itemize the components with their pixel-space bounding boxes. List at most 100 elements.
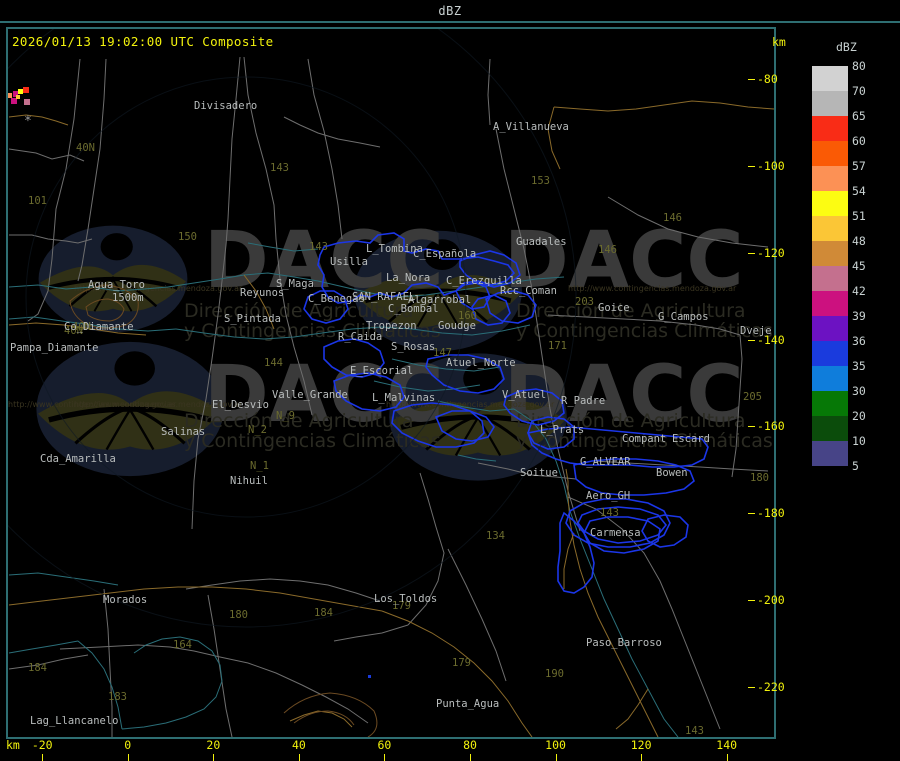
title-divider bbox=[0, 21, 900, 23]
colorbar-swatch bbox=[812, 291, 848, 316]
echo-cell bbox=[24, 99, 30, 105]
place-label: Goice bbox=[598, 302, 630, 314]
place-label: Divisadero bbox=[194, 100, 257, 112]
place-label: Aero_GH bbox=[586, 490, 630, 502]
x-axis-tick-label: 60 bbox=[377, 738, 392, 752]
place-name-labels: DivisaderoA_VillanuevaGuadalesL_TombinaC… bbox=[10, 100, 772, 737]
place-label: G_Campos bbox=[658, 311, 709, 323]
x-axis-tick-label: 40 bbox=[291, 738, 306, 752]
place-label: L_Malvinas bbox=[372, 392, 435, 404]
road-label: 180 bbox=[750, 472, 769, 484]
watermark-logo-text: DACC bbox=[504, 216, 744, 306]
x-axis-tick-label: 120 bbox=[630, 738, 652, 752]
y-axis-tick-label: -80 bbox=[757, 72, 778, 87]
road-label: 147 bbox=[433, 347, 452, 359]
colorbar-swatch bbox=[812, 141, 848, 166]
y-axis-tick bbox=[748, 686, 755, 688]
echo-cell bbox=[23, 87, 29, 93]
colorbar-swatch bbox=[812, 441, 848, 466]
road-label: 101 bbox=[28, 195, 47, 207]
y-axis-tick bbox=[748, 165, 755, 167]
echo-cell bbox=[8, 93, 12, 98]
colorbar-tick-label: 80 bbox=[852, 59, 866, 73]
colorbar-swatch bbox=[812, 391, 848, 416]
road-label: 179 bbox=[392, 600, 411, 612]
place-label: Bowen bbox=[656, 467, 688, 479]
road-label: 143 bbox=[309, 241, 328, 253]
x-axis-tick bbox=[726, 754, 728, 761]
echo-cell bbox=[11, 98, 17, 104]
colorbar-tick-label: 10 bbox=[852, 434, 866, 448]
colorbar-swatch bbox=[812, 216, 848, 241]
watermark-line2: y Contingencias Climáticas bbox=[184, 430, 441, 452]
colorbar-tick-label: 20 bbox=[852, 409, 866, 423]
place-label: SAN_RAFAEL bbox=[352, 291, 415, 303]
place-label: El_Desvio bbox=[212, 399, 269, 411]
place-label: Agua_Toro bbox=[88, 279, 145, 291]
watermark-line2: y Contingencias Climáticas bbox=[516, 320, 773, 342]
road-label: 171 bbox=[548, 340, 567, 352]
place-label: S_Rosas bbox=[391, 341, 435, 353]
x-axis-tick bbox=[127, 754, 129, 761]
road-label: 180 bbox=[229, 609, 248, 621]
colorbar-tick-label: 36 bbox=[852, 334, 866, 348]
colorbar-swatch bbox=[812, 91, 848, 116]
place-label: Dveje bbox=[740, 325, 772, 337]
road-label: N_2 bbox=[248, 424, 267, 436]
colorbar-tick-label: 30 bbox=[852, 384, 866, 398]
colorbar: dBZ 80 70 65 60 57 54 51 48 45 42 39 36 35 30 20 10 5 bbox=[806, 27, 900, 497]
colorbar-tick-label: 60 bbox=[852, 134, 866, 148]
roads-layer bbox=[8, 100, 774, 737]
x-axis-tick-label: 140 bbox=[716, 738, 738, 752]
x-axis-tick bbox=[384, 754, 386, 761]
x-axis-unit: km bbox=[6, 738, 20, 752]
place-label: 2200m bbox=[262, 736, 294, 737]
map-canvas[interactable]: DACC DACC DACC DACC Dirección de Agricul… bbox=[8, 29, 774, 737]
place-label: Cda_Amarilla bbox=[40, 453, 116, 465]
x-axis-tick-label: 80 bbox=[463, 738, 477, 752]
place-label: C_Española bbox=[413, 248, 476, 260]
road-label: 183 bbox=[108, 691, 127, 703]
road-label: 179 bbox=[452, 657, 471, 669]
x-axis-tick bbox=[641, 754, 643, 761]
timestamp-label: 2026/01/13 19:02:00 UTC Composite bbox=[12, 34, 274, 49]
x-axis-tick bbox=[470, 754, 471, 761]
place-label: Los_Toldos bbox=[374, 593, 437, 605]
watermark-line1: Dirección de Agricultura bbox=[184, 300, 414, 322]
watermark-url: http://www.contingencias.mendoza.gov.ar bbox=[74, 284, 243, 293]
y-axis-tick-label: -200 bbox=[757, 593, 785, 608]
y-axis-tick-label: -220 bbox=[757, 679, 785, 694]
place-label: R_Caida bbox=[338, 331, 382, 343]
road-label: N_9 bbox=[276, 410, 295, 422]
road-label: 144 bbox=[264, 357, 283, 369]
place-label: Reyunos bbox=[240, 287, 284, 299]
road-number-labels: 40N 101 143 153 146 150 143 146 40N 203 160 171 147 2… bbox=[28, 142, 769, 737]
watermark-line2: y Contingencias Climáticas bbox=[184, 320, 441, 342]
place-label: Carmensa bbox=[590, 527, 641, 539]
place-label: Rcc_Coman bbox=[500, 285, 557, 297]
place-label: Salinas bbox=[161, 426, 205, 438]
x-axis-tick bbox=[42, 754, 44, 761]
colorbar-tick-label: 70 bbox=[852, 84, 866, 98]
place-label: Co_Diamante bbox=[64, 321, 134, 333]
road-label: 143 bbox=[685, 725, 704, 737]
colorbar-swatch bbox=[812, 266, 848, 291]
x-axis-tick bbox=[298, 754, 300, 761]
road-label: 143 bbox=[600, 507, 619, 519]
road-label: 184 bbox=[314, 607, 333, 619]
place-label: Lag_Llancanelo bbox=[30, 715, 119, 727]
road-label: 40N bbox=[64, 325, 83, 337]
road-label: 146 bbox=[598, 244, 617, 256]
x-axis-tick-label: -20 bbox=[31, 738, 53, 752]
place-label: R_Padre bbox=[561, 395, 605, 407]
colorbar-tick-label: 39 bbox=[852, 309, 866, 323]
place-label: Usilla bbox=[330, 256, 368, 268]
colorbar-title: dBZ bbox=[836, 40, 857, 54]
x-axis-tick-label: 20 bbox=[206, 738, 221, 752]
road-label: 203 bbox=[575, 296, 594, 308]
radar-plot-frame[interactable]: DACC DACC DACC DACC Dirección de Agricul… bbox=[6, 27, 776, 739]
rivers-layer bbox=[8, 242, 679, 737]
watermark-url: http://www.contingencias.mendoza.gov.ar bbox=[568, 284, 737, 293]
place-label: C_Benegas bbox=[308, 293, 365, 305]
place-label: Punta_Agua bbox=[436, 698, 499, 710]
